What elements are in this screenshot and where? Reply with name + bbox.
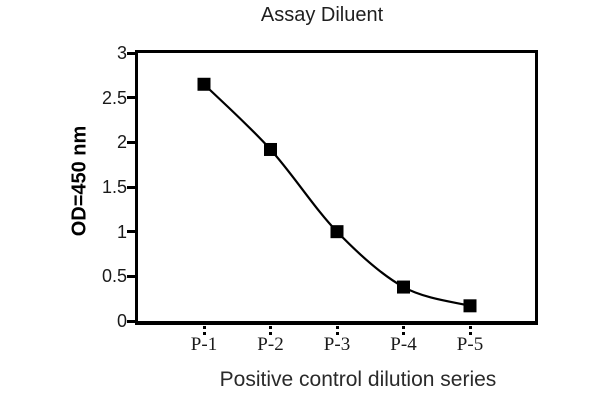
y-tick-mark: [127, 96, 136, 100]
y-tick-mark: [127, 230, 136, 234]
y-tick-mark: [127, 185, 136, 189]
data-point-marker: [397, 280, 410, 294]
x-tick-mark: [202, 326, 206, 335]
chart-title: Assay Diluent: [260, 4, 384, 26]
plot-svg: [197, 77, 477, 313]
y-tick-label: 0.5: [101, 266, 127, 287]
data-point-marker: [197, 77, 211, 91]
y-tick-label: 2.5: [101, 87, 127, 108]
y-tick-label: 3: [116, 43, 127, 63]
x-tick-label: P-5: [456, 334, 484, 355]
y-tick-label: 1.5: [101, 177, 127, 197]
x-tick-mark: [269, 326, 272, 335]
x-tick-label: P-1: [190, 334, 218, 355]
x-tick-label: P-2: [257, 334, 284, 355]
plot-area: [135, 50, 538, 325]
x-tick-mark: [335, 326, 339, 335]
y-tick-mark: [127, 51, 136, 55]
y-tick-mark: [127, 319, 136, 323]
x-tick-mark: [402, 326, 405, 335]
series-line: [203, 83, 471, 307]
y-tick-label: 0: [116, 311, 127, 331]
data-point-marker: [463, 299, 477, 313]
y-tick-label: 2: [116, 132, 127, 153]
data-point-marker: [330, 225, 344, 239]
data-point-marker: [264, 142, 277, 156]
y-tick-mark: [127, 274, 136, 278]
x-axis-title: Positive control dilution series: [219, 368, 497, 391]
y-tick-label: 1: [116, 221, 127, 242]
x-tick-label: P-4: [390, 334, 417, 355]
y-tick-mark: [127, 140, 136, 144]
x-tick-mark: [468, 326, 472, 335]
x-tick-label: P-3: [323, 334, 351, 355]
